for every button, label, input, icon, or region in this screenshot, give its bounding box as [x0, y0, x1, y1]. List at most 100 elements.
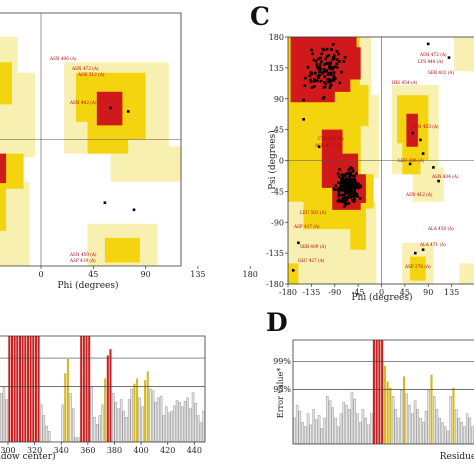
d-bar-45 — [416, 409, 419, 445]
c-outlier-310 — [302, 118, 305, 121]
c-point-24 — [343, 55, 347, 59]
b-residue-label: ASN 406 (A) — [49, 56, 77, 61]
panel-a-bars — [0, 336, 205, 443]
panel-d-axes: 99% 95% — [273, 339, 474, 445]
c-point-86 — [309, 78, 312, 82]
c-point-16 — [342, 60, 346, 63]
a-bar-52 — [138, 397, 141, 443]
a-bar-17 — [45, 425, 48, 443]
a-bar-69 — [183, 401, 187, 443]
a-bar-72 — [191, 392, 195, 443]
c-point-50 — [328, 80, 332, 84]
d-bar-58 — [452, 387, 455, 444]
b-residue-label: ASN 442 (A) — [69, 100, 97, 105]
c-point-67 — [337, 52, 340, 56]
d-bar-27 — [367, 424, 370, 445]
c-point-109 — [332, 57, 336, 60]
c-point-20 — [324, 57, 327, 61]
panel-c-xlabel: Phi (degrees) — [351, 292, 412, 303]
c-outlier-316 — [297, 241, 300, 245]
c-point-145 — [353, 198, 356, 201]
d-bar-5 — [306, 413, 310, 445]
panel-a-xtick-label: 300 — [0, 446, 15, 455]
c-point-291 — [347, 194, 350, 198]
d-bar-44 — [413, 400, 417, 445]
c-point-202 — [348, 175, 351, 179]
c-point-217 — [356, 195, 359, 198]
panel-d-bars — [293, 340, 474, 445]
c-point-33 — [325, 47, 329, 51]
c-point-69 — [321, 97, 325, 100]
a-bar-76 — [202, 410, 205, 443]
c-point-136 — [334, 184, 338, 188]
d-bar-63 — [465, 413, 469, 445]
d-bar-22 — [353, 398, 356, 445]
a-bar-14 — [37, 336, 40, 442]
c-point-76 — [338, 60, 341, 63]
d-bar-60 — [457, 417, 461, 445]
a-bar-44 — [117, 408, 120, 443]
c-residue-label: ASN 453 (A) — [411, 124, 439, 129]
c-point-266 — [344, 183, 347, 186]
b-outlier-1 — [126, 110, 130, 113]
a-bar-18 — [48, 431, 51, 443]
a-bar-49 — [130, 388, 133, 443]
d-bar-41 — [405, 393, 409, 445]
a-bar-62 — [165, 406, 168, 443]
a-bar-43 — [114, 402, 117, 443]
c-region-allowed-3 — [410, 256, 426, 281]
c-point-66 — [331, 67, 335, 71]
c-point-95 — [340, 70, 343, 74]
c-outlier-315 — [421, 152, 425, 155]
d-bar-29 — [372, 340, 375, 444]
c-point-4 — [335, 50, 339, 53]
a-bar-13 — [34, 336, 37, 442]
c-point-278 — [345, 181, 349, 184]
d-bar-59 — [454, 409, 458, 445]
d-bar-32 — [381, 340, 384, 444]
panel-b-xtick-label: 180 — [243, 270, 258, 279]
c-point-90 — [335, 62, 339, 66]
c-point-91 — [317, 57, 320, 61]
panel-c-xtick-label: -45 — [352, 288, 365, 297]
c-outlier-313 — [419, 138, 422, 142]
c-point-10 — [322, 67, 326, 71]
d-bar-24 — [358, 422, 362, 445]
d-bar-28 — [369, 413, 373, 445]
panel-c-axes: -180 -135 -90 -45 0 45 90 13518013590450-45-90-… — [266, 33, 474, 297]
d-bar-25 — [361, 409, 365, 445]
c-point-281 — [348, 185, 351, 189]
d-bar-12 — [326, 396, 329, 445]
panel-c-xtick-label: -135 — [302, 288, 320, 297]
c-point-273 — [340, 177, 343, 181]
a-bar-42 — [111, 393, 115, 443]
b-outlier-2 — [103, 201, 107, 204]
d-bar-56 — [446, 430, 450, 445]
c-outlier-317 — [291, 269, 295, 272]
panel-c-ylabel: Psi (degrees) — [267, 130, 278, 190]
a-bar-5 — [13, 336, 16, 442]
c-point-89 — [331, 66, 335, 69]
c-residue-label: ASN 434 (A) — [431, 174, 459, 179]
c-point-38 — [312, 58, 316, 62]
c-point-295 — [353, 185, 356, 189]
a-bar-65 — [173, 405, 176, 443]
c-point-11 — [333, 65, 337, 68]
c-point-39 — [324, 82, 328, 86]
panel-b-xlabel: Phi (degrees) — [57, 280, 118, 291]
c-point-48 — [318, 62, 322, 66]
d-bar-23 — [356, 413, 359, 445]
a-bar-25 — [66, 358, 69, 442]
c-point-42 — [310, 48, 313, 52]
c-point-9 — [316, 79, 319, 83]
c-point-72 — [333, 76, 336, 79]
panel-c-ramachandran: C ASN 472 (A) LYS 440 (A) SER 402 (A) HIS 4… — [250, 2, 474, 303]
c-point-70 — [313, 85, 316, 88]
a-bar-47 — [125, 417, 128, 443]
c-point-147 — [338, 168, 341, 171]
c-point-306 — [346, 184, 350, 188]
c-point-82 — [327, 71, 331, 75]
b-residue-label: ASN 472 (A) — [71, 66, 99, 71]
c-residue-label: ALA 450 (A) — [427, 226, 454, 231]
d-bar-8 — [315, 419, 318, 445]
